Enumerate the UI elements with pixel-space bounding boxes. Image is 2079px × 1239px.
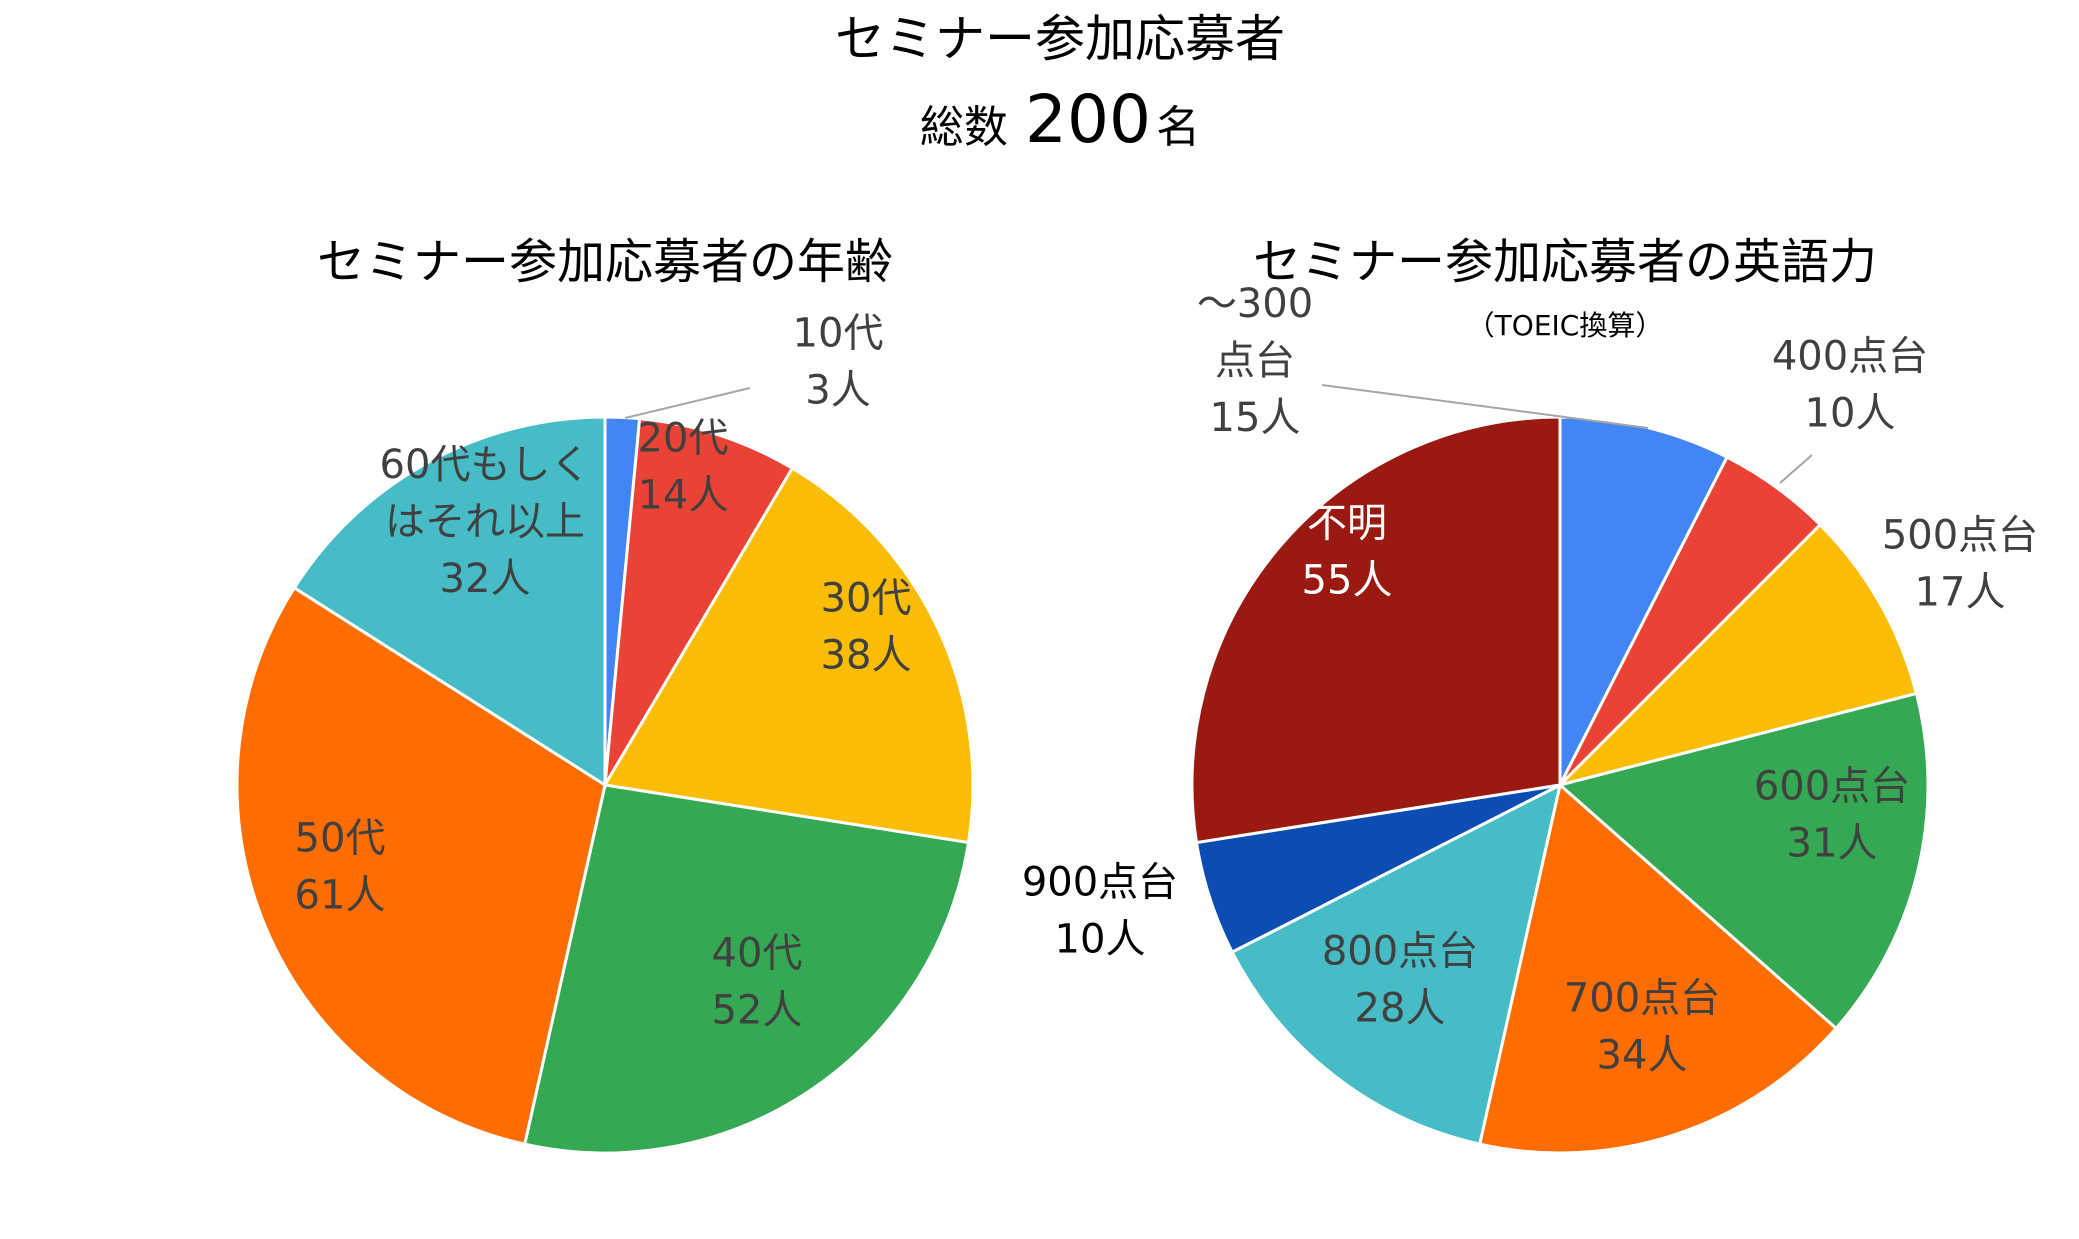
header-title: セミナー参加応募者 bbox=[835, 10, 1285, 68]
english-chart-subtitle: （TOEIC換算） bbox=[1467, 309, 1664, 342]
slice-label-1-2: 500点台 17人 bbox=[1882, 513, 2038, 616]
header-total-value: 200 bbox=[1025, 81, 1151, 158]
slice-label-0-4: 50代 61人 bbox=[295, 816, 386, 919]
slice-label-line: 10代 bbox=[793, 311, 884, 357]
slice-label-line: 点台 bbox=[1215, 338, 1295, 384]
leader-line-0-0 bbox=[624, 387, 751, 419]
pie-slice-0-1 bbox=[603, 416, 795, 786]
pie-slice-1-4 bbox=[1477, 782, 1839, 1155]
slice-label-line: はそれ以上 bbox=[385, 499, 585, 545]
slice-label-0-2: 30代 38人 bbox=[821, 576, 912, 679]
slice-label-line: 28人 bbox=[1355, 986, 1446, 1032]
pie-slice-1-7 bbox=[1190, 415, 1562, 845]
slice-label-line: 15人 bbox=[1210, 395, 1301, 441]
pie-slice-0-5 bbox=[292, 415, 607, 788]
pie-slice-0-3 bbox=[522, 783, 971, 1155]
pie-slice-0-2 bbox=[602, 466, 975, 845]
slice-label-line: 55人 bbox=[1302, 558, 1393, 604]
english-chart-title: セミナー参加応募者の英語力 bbox=[1253, 234, 1877, 290]
slice-label-line: 31人 bbox=[1787, 821, 1878, 867]
slice-label-line: 50代 bbox=[295, 816, 386, 862]
slice-label-line: 38人 bbox=[821, 633, 912, 679]
english-pie-chart: セミナー参加応募者の英語力 （TOEIC換算） 〜300 点台 15人 400点台 10… bbox=[1022, 234, 2038, 1155]
slice-label-line: 60代もしく bbox=[380, 442, 591, 488]
leader-line-1-1 bbox=[1779, 454, 1813, 484]
slice-label-1-6: 900点台 10人 bbox=[1022, 860, 1178, 963]
age-chart-title: セミナー参加応募者の年齢 bbox=[317, 234, 893, 290]
pie-slice-1-3 bbox=[1556, 691, 1930, 1031]
header-total: 総数 200 名 bbox=[920, 81, 1200, 158]
slice-label-1-0: 〜300 点台 15人 bbox=[1197, 281, 1313, 441]
pie-slice-1-2 bbox=[1555, 522, 1919, 788]
slice-label-1-5: 800点台 28人 bbox=[1322, 929, 1478, 1032]
leader-line-1-0 bbox=[1321, 384, 1649, 429]
pie-slice-1-5 bbox=[1230, 782, 1563, 1146]
slice-label-1-3: 600点台 31人 bbox=[1754, 764, 1910, 867]
slice-label-line: 20代 bbox=[638, 416, 729, 462]
slice-label-line: 600点台 bbox=[1754, 764, 1910, 810]
slice-label-line: 不明 bbox=[1307, 501, 1387, 547]
header-total-suffix: 名 bbox=[1156, 102, 1200, 153]
slice-label-0-1: 20代 14人 bbox=[638, 416, 729, 519]
slice-label-line: 700点台 bbox=[1564, 976, 1720, 1022]
slice-label-line: 10人 bbox=[1055, 917, 1146, 963]
slice-label-line: 900点台 bbox=[1022, 860, 1178, 906]
slice-label-1-4: 700点台 34人 bbox=[1564, 976, 1720, 1079]
slice-label-1-7: 不明 55人 bbox=[1302, 501, 1393, 604]
slice-label-line: 400点台 bbox=[1772, 334, 1928, 380]
slice-label-line: 800点台 bbox=[1322, 929, 1478, 975]
slice-label-0-3: 40代 52人 bbox=[712, 931, 803, 1034]
slice-label-0-0: 10代 3人 bbox=[793, 311, 884, 414]
slice-label-line: 61人 bbox=[295, 873, 386, 919]
slice-label-line: 14人 bbox=[638, 473, 729, 519]
slice-label-1-1: 400点台 10人 bbox=[1772, 334, 1928, 437]
header-total-prefix: 総数 bbox=[920, 102, 1008, 153]
slice-label-0-5: 60代もしくはそれ以上 32人 bbox=[380, 442, 591, 602]
slice-label-line: 40代 bbox=[712, 931, 803, 977]
slice-label-line: 30代 bbox=[821, 576, 912, 622]
slice-label-line: 3人 bbox=[805, 368, 870, 414]
slice-label-line: 〜300 bbox=[1197, 281, 1313, 327]
slice-label-line: 52人 bbox=[712, 988, 803, 1034]
slice-label-line: 32人 bbox=[440, 556, 531, 602]
slice-label-line: 10人 bbox=[1805, 391, 1896, 437]
slice-label-line: 500点台 bbox=[1882, 513, 2038, 559]
slice-label-line: 17人 bbox=[1915, 570, 2006, 616]
slice-label-line: 34人 bbox=[1597, 1033, 1688, 1079]
